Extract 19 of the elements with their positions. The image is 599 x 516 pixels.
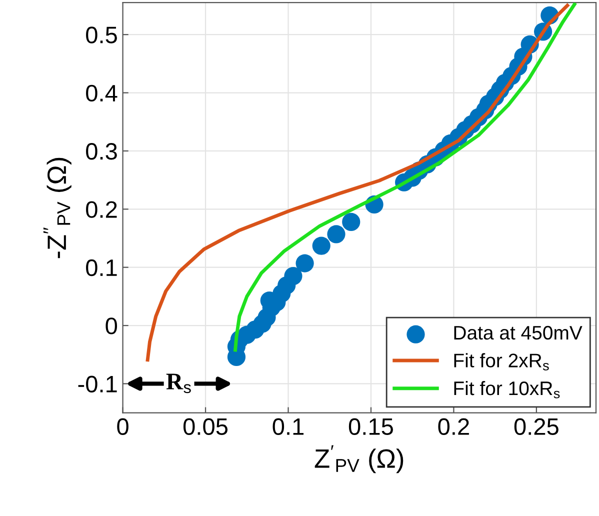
x-tick-label: 0.25 xyxy=(514,418,558,436)
y-tick-label: 0.4 xyxy=(86,84,118,102)
legend-label: Data at 450mV xyxy=(454,326,582,340)
y-axis-title: -Z$^{′′}$$_{PV}$ (Ω) xyxy=(43,158,72,258)
x-tick-label: 0.15 xyxy=(348,418,393,436)
y-tick-label: 0.1 xyxy=(86,259,117,276)
x-tick-label: 0.2 xyxy=(438,418,469,436)
x-tick-label: 0 xyxy=(117,418,128,436)
x-tick-label: 0.05 xyxy=(183,418,228,436)
legend-label: Fit for 2xR$_{s}$ xyxy=(454,353,549,370)
y-tick-label: -0.1 xyxy=(78,376,117,392)
x-axis-title: Z$^{′}$$_{PV}$ (Ω) xyxy=(314,445,404,474)
x-tick-label: 0.1 xyxy=(272,418,304,436)
y-tick-label: 0.5 xyxy=(86,26,117,44)
y-tick-label: 0.2 xyxy=(86,201,117,218)
y-tick-label: 0.3 xyxy=(86,143,117,160)
y-tick-label: 0 xyxy=(106,318,118,334)
annotation: R$_{s}$ xyxy=(166,374,191,394)
legend-label: Fit for 10xR$_{s}$ xyxy=(454,380,560,398)
